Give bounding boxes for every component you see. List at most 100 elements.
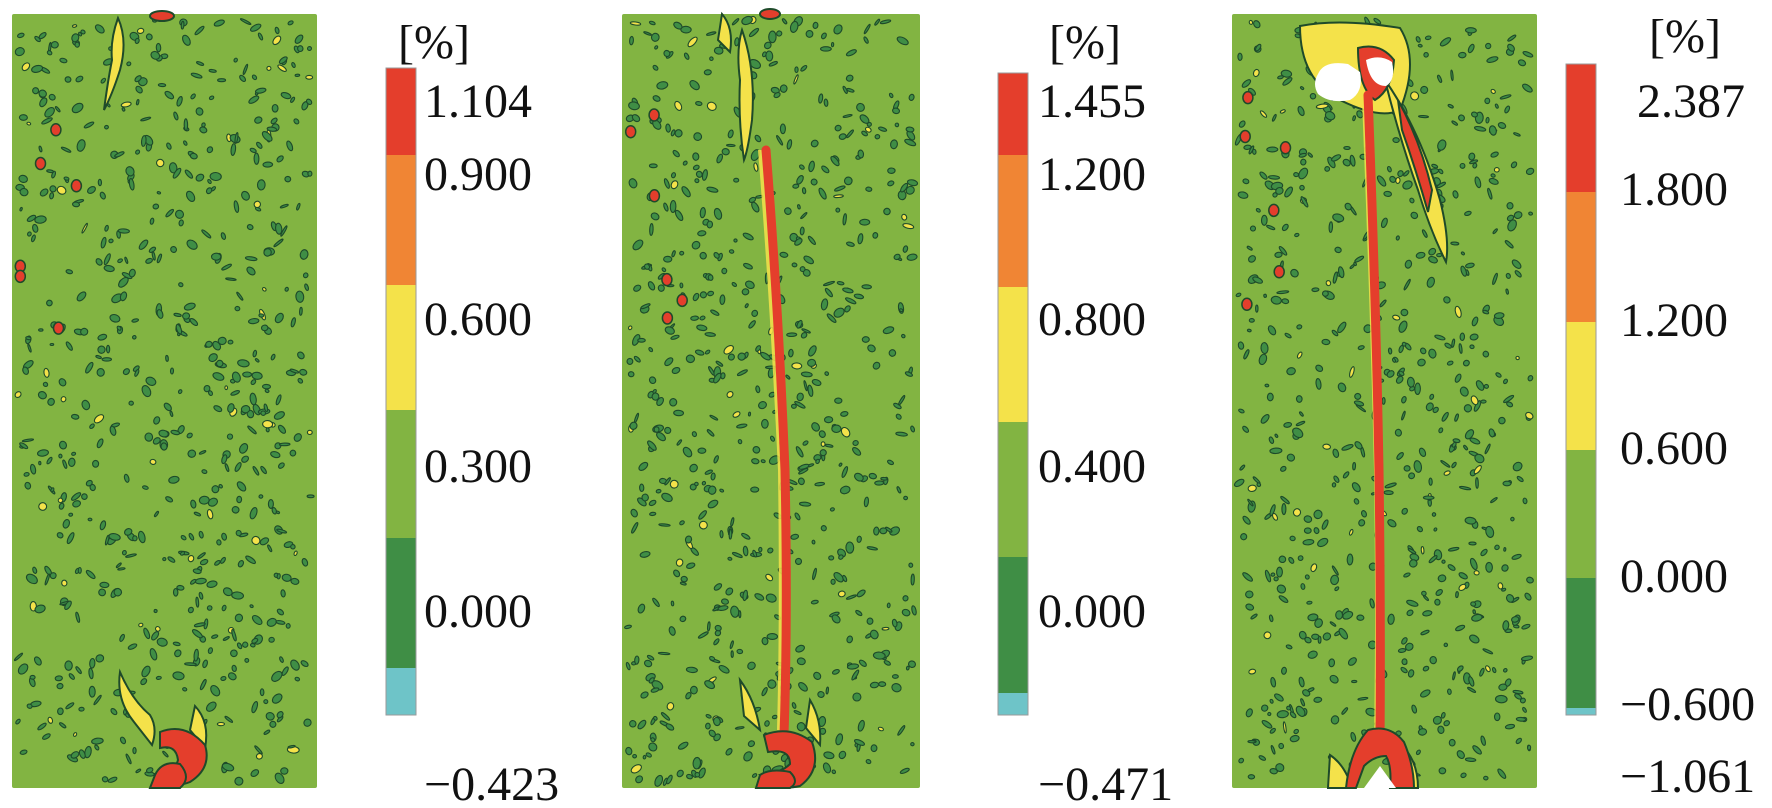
strain-spot <box>250 379 257 386</box>
strain-spot <box>221 604 227 612</box>
strain-spot <box>779 251 789 258</box>
strain-spot <box>779 123 786 135</box>
strain-spot <box>765 50 774 62</box>
strain-spot <box>626 357 634 365</box>
top-red-spot-1 <box>149 10 175 22</box>
strain-spot <box>902 245 909 253</box>
strain-spot <box>293 118 300 125</box>
strain-spot <box>670 172 677 179</box>
strain-spot <box>124 256 129 264</box>
strain-spot <box>704 469 713 475</box>
strain-spot <box>1525 167 1535 176</box>
strain-spot <box>1490 151 1499 158</box>
strain-spot <box>640 303 651 310</box>
strain-spot <box>897 725 906 736</box>
strain-spot <box>205 701 217 712</box>
strain-spot <box>650 737 656 743</box>
strain-spot <box>1507 43 1515 52</box>
strain-spot <box>905 126 915 133</box>
strain-spot <box>1353 400 1365 407</box>
strain-spot <box>903 495 909 501</box>
strain-spot <box>135 768 142 774</box>
strain-spot <box>831 669 840 675</box>
strain-spot <box>217 336 227 346</box>
strain-spot <box>1487 187 1493 200</box>
strain-spot <box>210 684 221 697</box>
strain-spot <box>242 371 253 378</box>
strain-spot <box>905 185 915 195</box>
strain-spot <box>877 726 884 732</box>
strain-spot <box>1351 679 1358 684</box>
strain-spot <box>190 72 203 79</box>
strain-spot <box>1401 341 1407 347</box>
strain-spot <box>760 351 771 361</box>
strain-spot <box>1441 411 1449 422</box>
strain-spot <box>1464 757 1477 763</box>
strain-spot <box>1253 20 1261 29</box>
strain-spot <box>1451 441 1457 448</box>
strain-spot <box>1376 175 1387 187</box>
strain-spot <box>1349 264 1355 270</box>
strain-spot <box>234 613 244 623</box>
red-strain-spot <box>661 272 673 287</box>
strain-spot <box>1238 757 1245 764</box>
strain-spot <box>251 371 263 380</box>
strain-spot <box>1268 614 1274 623</box>
strain-spot <box>94 24 105 34</box>
strain-spot <box>843 176 853 186</box>
strain-spot <box>840 426 851 438</box>
strain-spot <box>85 569 96 580</box>
strain-spot <box>1515 737 1523 745</box>
colorbar-2: [%] 1.455 1.200 0.800 0.400 0.000 −0.471 <box>997 16 1173 808</box>
strain-spot <box>1507 34 1517 42</box>
strain-spot <box>884 526 893 533</box>
strain-spot <box>1504 240 1514 249</box>
strain-spot <box>1428 247 1437 256</box>
strain-spot <box>1498 683 1508 691</box>
strain-spot <box>128 400 134 406</box>
strain-spot <box>77 566 82 574</box>
strain-spot <box>297 45 304 53</box>
strain-spot <box>1504 105 1511 114</box>
strain-spot <box>1289 734 1300 743</box>
strain-spot <box>84 745 92 759</box>
strain-spot <box>663 178 670 189</box>
strain-spot <box>34 604 46 614</box>
strain-spot <box>842 213 847 226</box>
strain-spot <box>858 659 867 667</box>
strain-spot <box>694 481 699 487</box>
strain-spot <box>1465 262 1475 269</box>
strain-spot <box>1284 186 1293 198</box>
strain-spot <box>645 752 652 758</box>
strain-spot <box>652 95 661 102</box>
strain-spot <box>1502 480 1512 487</box>
strain-spot <box>908 562 914 568</box>
strain-spot <box>260 324 269 332</box>
strain-spot <box>1266 146 1279 153</box>
strain-spot <box>1322 443 1332 450</box>
strain-spot <box>1356 614 1365 621</box>
red-strain-spot <box>624 124 637 139</box>
strain-spot <box>1344 202 1352 211</box>
strain-spot <box>1458 583 1467 592</box>
strain-spot <box>731 282 738 287</box>
strain-spot <box>1256 482 1262 488</box>
strain-spot <box>97 333 108 341</box>
strain-spot <box>78 749 86 759</box>
strain-spot <box>1317 635 1322 644</box>
strain-spot <box>134 368 140 377</box>
strain-spot <box>679 581 687 586</box>
strain-spot <box>1295 420 1306 427</box>
strain-spot <box>1443 720 1451 727</box>
strain-spot <box>39 188 49 197</box>
strain-spot <box>1280 465 1287 472</box>
strain-spot <box>1343 145 1351 151</box>
strain-spot <box>1505 272 1511 279</box>
strain-spot <box>1394 428 1402 437</box>
colorbar-1-band-4 <box>386 538 416 668</box>
strain-spot <box>1415 36 1421 43</box>
crack-line-3 <box>1363 90 1385 750</box>
strain-spot <box>699 206 706 219</box>
strain-spot <box>207 179 212 184</box>
strain-spot <box>64 76 72 83</box>
